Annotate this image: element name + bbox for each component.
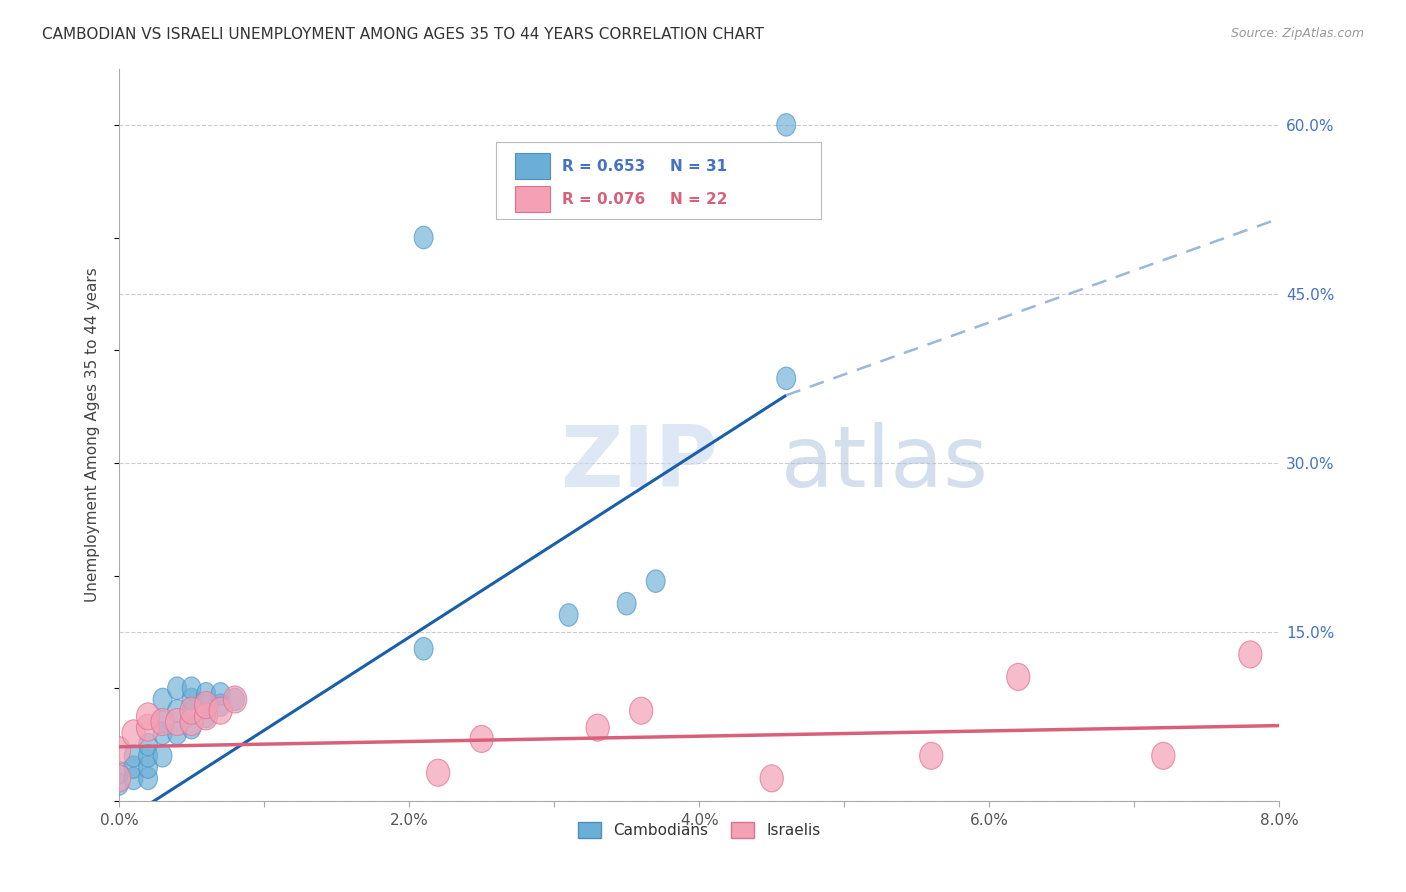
Ellipse shape — [107, 737, 131, 764]
Ellipse shape — [153, 689, 172, 711]
Ellipse shape — [426, 759, 450, 786]
Ellipse shape — [136, 703, 160, 730]
Ellipse shape — [183, 699, 201, 722]
Ellipse shape — [1239, 640, 1263, 668]
Ellipse shape — [209, 698, 232, 724]
Text: Source: ZipAtlas.com: Source: ZipAtlas.com — [1230, 27, 1364, 40]
Ellipse shape — [139, 733, 157, 756]
Ellipse shape — [197, 705, 215, 728]
Legend: Cambodians, Israelis: Cambodians, Israelis — [572, 816, 827, 845]
Text: R = 0.653: R = 0.653 — [562, 159, 645, 174]
Ellipse shape — [224, 686, 246, 713]
Ellipse shape — [150, 708, 174, 736]
FancyBboxPatch shape — [515, 186, 550, 212]
Ellipse shape — [107, 764, 131, 792]
Ellipse shape — [415, 638, 433, 660]
Ellipse shape — [110, 762, 128, 784]
Ellipse shape — [197, 682, 215, 705]
Ellipse shape — [197, 694, 215, 716]
FancyBboxPatch shape — [515, 153, 550, 179]
Ellipse shape — [153, 745, 172, 767]
Ellipse shape — [776, 113, 796, 136]
Ellipse shape — [110, 772, 128, 796]
Ellipse shape — [139, 745, 157, 767]
Ellipse shape — [647, 570, 665, 592]
Text: CAMBODIAN VS ISRAELI UNEMPLOYMENT AMONG AGES 35 TO 44 YEARS CORRELATION CHART: CAMBODIAN VS ISRAELI UNEMPLOYMENT AMONG … — [42, 27, 763, 42]
Ellipse shape — [586, 714, 609, 741]
Ellipse shape — [776, 368, 796, 390]
Text: N = 31: N = 31 — [671, 159, 727, 174]
Ellipse shape — [153, 722, 172, 745]
Ellipse shape — [560, 604, 578, 626]
Ellipse shape — [139, 767, 157, 789]
Ellipse shape — [211, 682, 231, 705]
Ellipse shape — [194, 703, 218, 730]
FancyBboxPatch shape — [496, 142, 821, 219]
Ellipse shape — [180, 708, 204, 736]
Ellipse shape — [139, 756, 157, 779]
Ellipse shape — [180, 698, 204, 724]
Text: R = 0.076: R = 0.076 — [562, 192, 645, 207]
Ellipse shape — [761, 764, 783, 792]
Ellipse shape — [183, 716, 201, 739]
Ellipse shape — [136, 714, 160, 741]
Ellipse shape — [194, 691, 218, 719]
Ellipse shape — [1007, 664, 1029, 690]
Text: N = 22: N = 22 — [671, 192, 728, 207]
Ellipse shape — [166, 708, 188, 736]
Ellipse shape — [211, 694, 231, 716]
Y-axis label: Unemployment Among Ages 35 to 44 years: Unemployment Among Ages 35 to 44 years — [86, 268, 100, 602]
Ellipse shape — [183, 677, 201, 699]
Ellipse shape — [415, 227, 433, 249]
Ellipse shape — [122, 720, 145, 747]
Ellipse shape — [225, 689, 245, 711]
Ellipse shape — [617, 592, 636, 615]
Text: atlas: atlas — [780, 423, 988, 506]
Ellipse shape — [167, 722, 187, 745]
Ellipse shape — [920, 742, 943, 769]
Ellipse shape — [124, 745, 143, 767]
Ellipse shape — [153, 711, 172, 733]
Ellipse shape — [470, 725, 494, 753]
Ellipse shape — [167, 677, 187, 699]
Ellipse shape — [630, 698, 652, 724]
Ellipse shape — [124, 756, 143, 779]
Ellipse shape — [124, 767, 143, 789]
Text: ZIP: ZIP — [560, 423, 717, 506]
Ellipse shape — [183, 689, 201, 711]
Ellipse shape — [1152, 742, 1175, 769]
Ellipse shape — [167, 699, 187, 722]
